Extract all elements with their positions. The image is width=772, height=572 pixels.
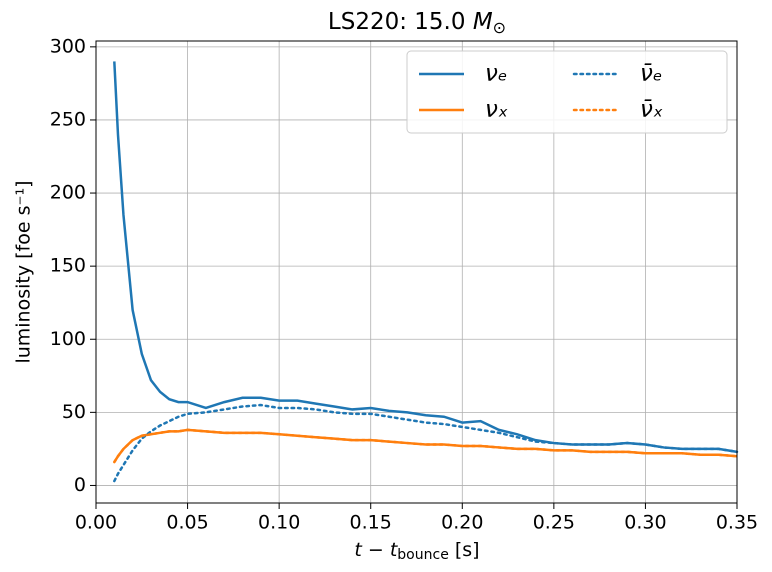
x-tick-label: 0.25 xyxy=(533,512,575,534)
y-tick-label: 150 xyxy=(50,255,86,277)
legend-label: νₓ xyxy=(485,97,508,123)
legend-label: ν̄ₓ xyxy=(640,97,663,123)
plot-frame xyxy=(95,40,738,504)
series-line xyxy=(113,403,739,483)
y-tick-label: 300 xyxy=(50,35,86,57)
x-tick-label: 0.15 xyxy=(350,512,392,534)
y-axis-label: luminosity [foe s⁻¹] xyxy=(13,180,35,363)
x-axis-label: t − tbounce [s] xyxy=(354,539,479,564)
title-text: LS220: 15.0 xyxy=(328,9,466,35)
chart-title: LS220: 15.0 M⊙ xyxy=(328,9,506,37)
y-tick-label: 250 xyxy=(50,108,86,130)
y-tick-label: 100 xyxy=(50,328,86,350)
series-line xyxy=(113,61,738,454)
x-tick-label: 0.20 xyxy=(441,512,483,534)
legend: νₑ νₓ ν̄ₑ ν̄ₓ xyxy=(406,50,728,134)
y-tick-label: 50 xyxy=(62,401,86,423)
x-tick-label: 0.10 xyxy=(258,512,300,534)
y-tick-label: 0 xyxy=(74,474,86,496)
legend-label: νₑ xyxy=(485,61,507,87)
x-tick-label: 0.35 xyxy=(716,512,758,534)
series-line xyxy=(113,428,739,464)
x-tick-label: 0.00 xyxy=(75,512,117,534)
x-label-subscript: bounce xyxy=(397,547,449,563)
legend-label: ν̄ₑ xyxy=(640,61,662,87)
legend-box xyxy=(406,50,728,134)
x-label-unit: [s] xyxy=(455,539,480,561)
x-label-text: t − t xyxy=(354,539,398,561)
title-mass: M xyxy=(473,9,493,35)
x-tick-label: 0.05 xyxy=(166,512,208,534)
title-subscript: ⊙ xyxy=(493,18,506,37)
y-tick-label: 200 xyxy=(50,182,86,204)
x-tick-label: 0.30 xyxy=(624,512,666,534)
series-line xyxy=(113,428,738,463)
